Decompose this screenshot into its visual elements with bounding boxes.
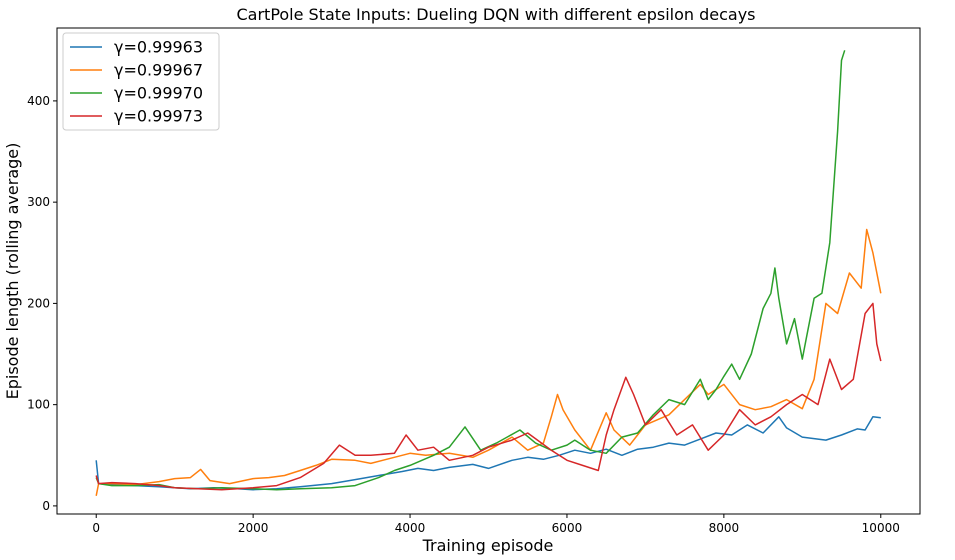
x-tick-label: 4000 — [395, 521, 426, 535]
x-tick-label: 0 — [92, 521, 100, 535]
legend-label-2: γ=0.99967 — [114, 61, 203, 80]
legend-box — [62, 32, 220, 131]
series-line-1 — [95, 416, 881, 491]
y-tick-label: 300 — [27, 195, 50, 209]
x-tick-label: 2000 — [238, 521, 269, 535]
series-line-3 — [95, 50, 846, 491]
legend: γ=0.99963 γ=0.99967 γ=0.99970 γ=0.99973 — [62, 32, 220, 131]
y-tick-label: 0 — [42, 499, 50, 513]
x-tick-label: 8000 — [709, 521, 740, 535]
x-tick-label: 10000 — [862, 521, 900, 535]
series-line-2 — [95, 228, 882, 496]
plot-frame — [56, 27, 921, 515]
y-tick-label: 400 — [27, 94, 50, 108]
y-tick-label: 100 — [27, 398, 50, 412]
chart-title: CartPole State Inputs: Dueling DQN with … — [236, 5, 755, 24]
legend-label-1: γ=0.99963 — [114, 38, 203, 57]
legend-label-3: γ=0.99970 — [114, 84, 203, 103]
x-axis: 0 2000 4000 6000 8000 10000 — [92, 514, 900, 535]
plot-lines — [95, 50, 882, 496]
y-axis: 0 100 200 300 400 — [27, 94, 57, 513]
series-line-4 — [95, 302, 882, 491]
x-tick-label: 6000 — [552, 521, 583, 535]
y-axis-label: Episode length (rolling average) — [3, 143, 22, 400]
legend-label-4: γ=0.99973 — [114, 107, 203, 126]
x-axis-label: Training episode — [422, 536, 554, 555]
y-tick-label: 200 — [27, 296, 50, 310]
